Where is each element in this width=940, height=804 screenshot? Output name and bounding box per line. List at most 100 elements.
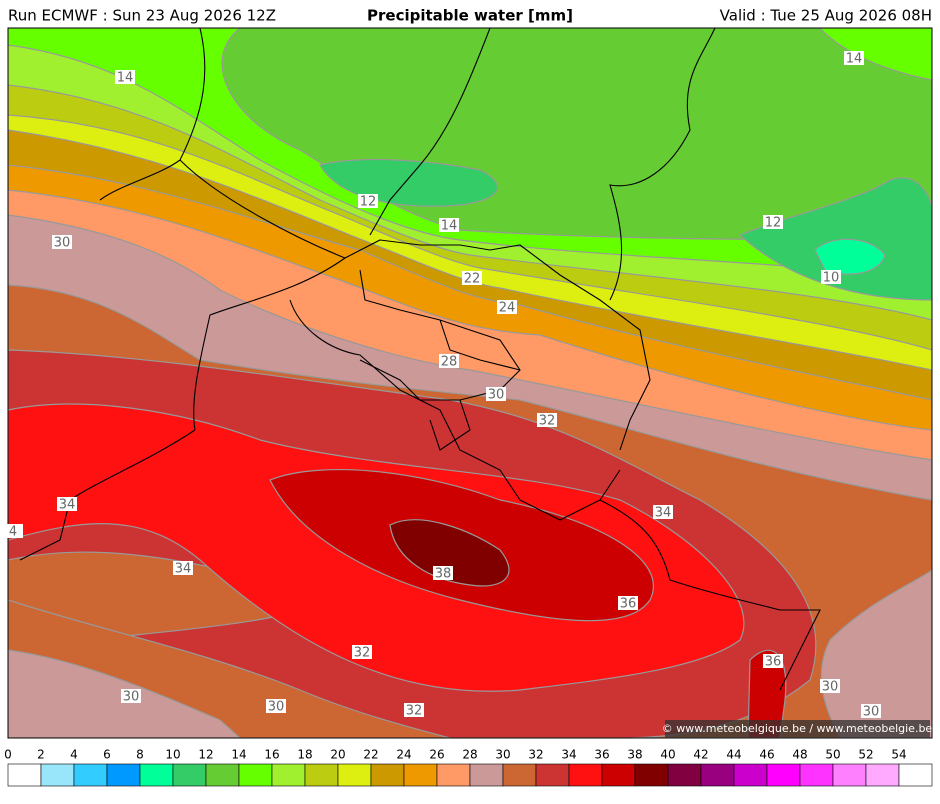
colorbar-box [898,763,933,787]
contour-label-box [844,51,864,65]
colorbar-box [502,763,537,787]
colorbar-tick-label: 4 [70,748,78,762]
contour-label: 34 [175,562,192,577]
colorbar-tick-label: 44 [726,748,741,762]
contour-label: 24 [499,301,516,316]
colorbar-tick-label: 16 [264,748,279,762]
map-frame [7,27,933,739]
colorbar-tick-label: 18 [297,748,312,762]
colorbar-box [436,763,471,787]
contour-label: 34 [655,506,672,521]
colorbar-box [304,763,339,787]
contour-label-box [352,645,372,659]
colorbar-tick-label: 24 [396,748,411,762]
contour-label-box [57,497,77,511]
contour-label-box [439,218,459,232]
colorbar-box [403,763,438,787]
valid-time: Valid : Tue 25 Aug 2026 08H [720,7,932,25]
contour-label-box [404,703,424,717]
colorbar-box [535,763,570,787]
colorbar-tick-label: 10 [165,748,180,762]
colorbar-box [271,763,306,787]
colorbar-tick-label: 14 [231,748,246,762]
contour-label: 4 [9,525,17,540]
colorbar-tick-label: 20 [330,748,345,762]
colorbar-box [40,763,75,787]
contour-label-box [861,704,881,718]
contour-label: 36 [620,597,637,612]
colorbar-box [799,763,834,787]
contour-label: 30 [54,236,71,251]
contour-label: 32 [354,646,371,661]
colorbar-box [601,763,636,787]
contour-label-box [821,270,841,284]
colorbar-tick-label: 2 [37,748,45,762]
contour-label-box [763,215,783,229]
colorbar-box [568,763,603,787]
contour-label: 14 [117,71,134,86]
run-info: Run ECMWF : Sun 23 Aug 2026 12Z [8,7,276,25]
contour-label-box [358,194,378,208]
colorbar-box [700,763,735,787]
contour-label-box [115,70,135,84]
colorbar-box [469,763,504,787]
colorbar-tick-label: 6 [103,748,111,762]
colorbar-tick-label: 8 [136,748,144,762]
colorbar-box [766,763,801,787]
colorbar-tick-label: 12 [198,748,213,762]
contour-label: 28 [441,355,458,370]
colorbar-tick-label: 42 [693,748,708,762]
credit-box [665,720,930,738]
contour-label-box [820,679,840,693]
colorbar-tick-label: 36 [594,748,609,762]
contour-label-box [763,654,783,668]
colorbar-tick-label: 38 [627,748,642,762]
contour-label-box [618,596,638,610]
colorbar-box [238,763,273,787]
contour-label-box [439,354,459,368]
contour-label: 34 [59,498,76,513]
contour-label: 10 [823,271,840,286]
contour-label-box [433,566,453,580]
colorbar-tick-label: 28 [462,748,477,762]
colorbar-box [139,763,174,787]
colorbar-tick-label: 0 [4,748,12,762]
colorbar-tick-label: 32 [528,748,543,762]
colorbar-box [337,763,372,787]
contour-label: 30 [123,690,140,705]
contour-label: 30 [488,388,505,403]
colorbar-tick-label: 22 [363,748,378,762]
colorbar-box [865,763,900,787]
contour-label-box [537,413,557,427]
colorbar-tick-label: 52 [858,748,873,762]
colorbar-box [634,763,669,787]
contour-label-box [52,235,72,249]
colorbar-box [370,763,405,787]
contour-label-box [497,300,517,314]
colorbar-tick-label: 54 [891,748,906,762]
colorbar-tick-label: 26 [429,748,444,762]
contour-label-box [173,561,193,575]
contour-label: 22 [464,272,481,287]
contour-label: 36 [765,655,782,670]
contour-label: 12 [765,216,782,231]
map-title: Precipitable water [mm] [367,7,573,25]
colorbar-box [73,763,108,787]
contour-label-box [3,524,23,538]
map-area [8,28,932,738]
colorbar-box [205,763,240,787]
colorbar-tick-label: 40 [660,748,675,762]
contour-label: 32 [539,414,556,429]
colorbar-tick-label: 46 [759,748,774,762]
colorbar-tick-label: 48 [792,748,807,762]
colorbar-tick-label: 30 [495,748,510,762]
colorbar-box [106,763,141,787]
contour-label-box [486,387,506,401]
contour-label-box [653,505,673,519]
contour-label-box [121,689,141,703]
contour-label: 14 [441,219,458,234]
contour-label: 30 [822,680,839,695]
colorbar-tick-label: 34 [561,748,576,762]
colorbar-box [667,763,702,787]
